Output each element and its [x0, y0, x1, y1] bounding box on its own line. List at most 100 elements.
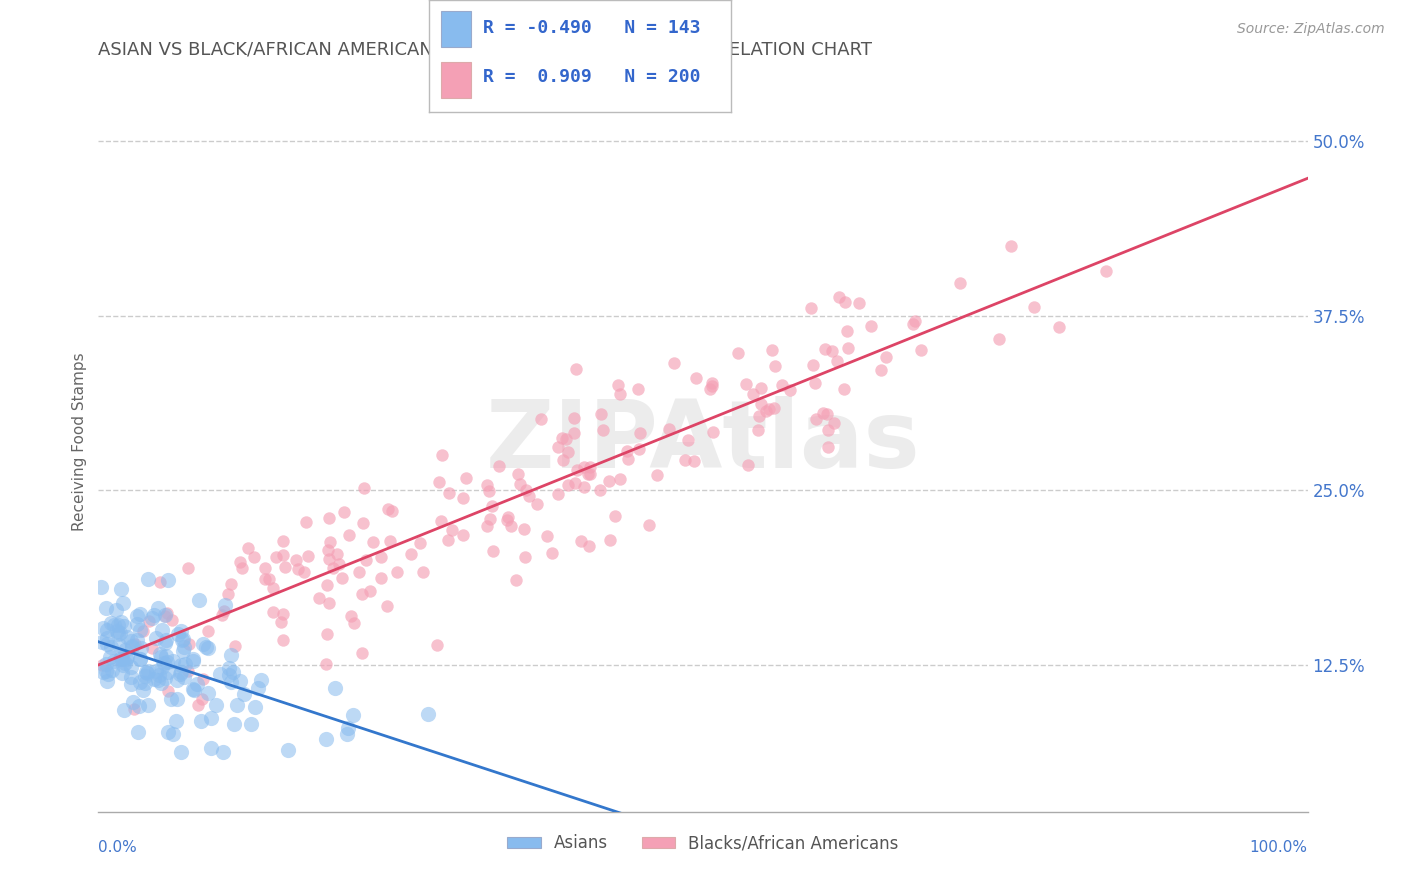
Point: [148, 668, 170, 682]
Point: [675, 453, 697, 467]
Point: [501, 518, 523, 533]
Point: [328, 557, 350, 571]
Point: [562, 426, 585, 441]
Point: [150, 676, 173, 690]
Point: [553, 452, 575, 467]
Point: [108, 651, 131, 665]
Point: [336, 721, 359, 735]
Point: [218, 667, 240, 681]
Point: [273, 534, 295, 549]
Point: [835, 324, 858, 338]
Point: [439, 486, 461, 500]
Point: [825, 353, 848, 368]
Point: [219, 675, 242, 690]
Point: [117, 630, 139, 644]
Point: [377, 502, 399, 516]
Point: [441, 523, 464, 537]
Point: [430, 449, 453, 463]
Point: [208, 666, 231, 681]
Point: [284, 553, 307, 567]
Point: [238, 541, 260, 555]
Point: [111, 666, 134, 681]
Point: [94, 600, 117, 615]
Point: [225, 698, 247, 712]
Point: [96, 657, 118, 672]
Point: [606, 378, 628, 392]
Point: [120, 670, 142, 684]
Point: [155, 671, 177, 685]
Point: [132, 624, 155, 638]
Point: [505, 573, 527, 587]
Point: [96, 674, 118, 689]
Point: [129, 641, 152, 656]
Point: [112, 619, 135, 633]
Point: [146, 600, 169, 615]
Point: [319, 534, 342, 549]
Point: [187, 593, 209, 607]
Point: [162, 613, 184, 627]
Point: [96, 631, 118, 645]
Point: [128, 652, 150, 666]
Point: [91, 621, 114, 635]
Point: [183, 652, 205, 666]
Point: [105, 624, 128, 638]
Point: [526, 497, 548, 511]
Point: [513, 549, 536, 564]
Point: [108, 626, 131, 640]
Point: [212, 745, 235, 759]
Point: [200, 741, 222, 756]
Point: [318, 510, 340, 524]
Point: [138, 572, 160, 586]
Point: [197, 686, 219, 700]
Point: [616, 443, 638, 458]
Point: [910, 343, 932, 357]
Point: [333, 506, 356, 520]
Point: [316, 626, 339, 640]
Point: [153, 607, 176, 622]
Point: [758, 402, 780, 417]
Text: ZIPAtlas: ZIPAtlas: [485, 395, 921, 488]
Point: [221, 648, 243, 663]
Point: [155, 633, 177, 648]
Point: [551, 432, 574, 446]
Point: [229, 673, 252, 688]
Point: [169, 745, 191, 759]
Point: [541, 546, 564, 560]
Point: [211, 608, 233, 623]
Point: [804, 412, 827, 426]
Point: [475, 519, 498, 533]
Point: [353, 481, 375, 495]
Point: [350, 646, 373, 660]
Point: [605, 508, 627, 523]
Point: [125, 609, 148, 624]
Point: [219, 577, 242, 591]
Point: [352, 587, 374, 601]
Y-axis label: Receiving Food Stamps: Receiving Food Stamps: [72, 352, 87, 531]
Point: [231, 561, 253, 575]
Point: [292, 565, 315, 579]
Legend: Asians, Blacks/African Americans: Asians, Blacks/African Americans: [501, 828, 905, 859]
Point: [315, 657, 337, 671]
Point: [297, 549, 319, 563]
Point: [96, 637, 118, 651]
Point: [270, 615, 292, 630]
Point: [557, 444, 579, 458]
Point: [150, 650, 173, 665]
Point: [172, 632, 194, 646]
Point: [617, 451, 640, 466]
Point: [598, 474, 620, 488]
Point: [170, 665, 193, 680]
Point: [134, 668, 156, 682]
Point: [138, 664, 160, 678]
Point: [194, 640, 217, 654]
Point: [555, 432, 578, 446]
Point: [162, 727, 184, 741]
Point: [565, 362, 588, 376]
Point: [246, 681, 269, 695]
Point: [172, 632, 194, 647]
Point: [121, 640, 143, 654]
Point: [496, 509, 519, 524]
Point: [214, 598, 236, 612]
Point: [308, 591, 330, 606]
Point: [100, 615, 122, 630]
